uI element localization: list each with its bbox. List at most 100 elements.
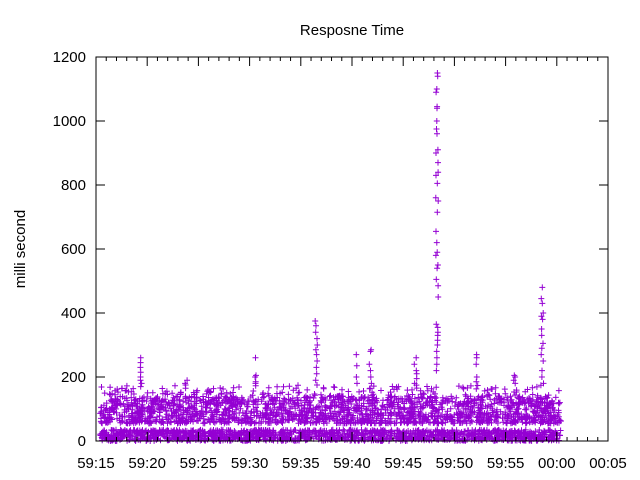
data-point [481, 387, 488, 394]
data-point [251, 412, 258, 419]
data-point [507, 408, 514, 415]
data-point [395, 430, 402, 437]
data-point [243, 408, 250, 414]
data-point [354, 417, 361, 424]
data-point [403, 392, 410, 399]
data-point [291, 399, 298, 406]
data-point [322, 407, 329, 414]
data-point [393, 413, 400, 419]
data-point [302, 435, 309, 442]
data-point [476, 419, 483, 426]
data-point [177, 391, 184, 398]
data-point [369, 392, 375, 399]
x-tick-label: 59:15 [77, 455, 115, 472]
data-point [434, 180, 441, 187]
data-point [305, 410, 312, 416]
data-point [537, 395, 544, 402]
data-point [330, 383, 337, 390]
data-point [204, 401, 211, 408]
data-point [152, 396, 159, 403]
data-point [434, 73, 441, 80]
data-point [271, 404, 278, 411]
data-point [347, 411, 354, 418]
data-point [432, 390, 438, 397]
data-point [314, 342, 321, 348]
data-point [444, 399, 451, 406]
data-point [252, 374, 259, 380]
data-point [191, 402, 198, 409]
data-point [174, 428, 181, 435]
data-point [113, 405, 120, 412]
data-point [265, 384, 272, 391]
data-point [300, 405, 307, 412]
data-point [512, 374, 519, 380]
data-point [244, 398, 251, 405]
data-point [174, 401, 181, 408]
data-point [469, 408, 476, 415]
data-point [477, 413, 484, 420]
data-point [159, 385, 166, 392]
data-point [474, 382, 481, 389]
data-point [311, 391, 318, 397]
data-point [327, 410, 334, 417]
data-point [495, 414, 502, 421]
data-point [413, 385, 420, 392]
data-point [434, 105, 440, 112]
data-point [434, 146, 441, 153]
data-point [252, 380, 259, 387]
data-point [196, 397, 203, 404]
data-point [556, 399, 563, 406]
data-point [386, 402, 393, 409]
data-point [327, 434, 334, 441]
y-tick-label: 800 [61, 177, 86, 194]
data-point [253, 404, 259, 411]
data-point [180, 404, 187, 411]
data-point [137, 377, 144, 384]
data-point [371, 400, 378, 406]
data-point [345, 434, 352, 441]
data-point [548, 401, 554, 408]
data-point [253, 435, 260, 442]
data-point [341, 415, 348, 422]
data-point [208, 397, 215, 403]
data-point [265, 401, 271, 408]
data-point [121, 406, 128, 413]
data-point [108, 414, 115, 421]
x-tick-label: 59:20 [128, 455, 166, 472]
data-point [107, 391, 114, 398]
data-point [286, 383, 293, 390]
data-point [488, 401, 495, 408]
data-point [153, 395, 160, 402]
data-point [510, 377, 517, 384]
data-point [514, 433, 521, 439]
data-point [529, 384, 536, 391]
data-point [126, 432, 133, 439]
data-point [380, 436, 387, 443]
data-point [387, 389, 394, 396]
data-point [269, 409, 276, 416]
data-point [161, 398, 167, 405]
data-point [522, 428, 529, 435]
data-point [365, 403, 372, 410]
data-point [417, 417, 424, 423]
data-point [344, 412, 351, 419]
data-point [159, 416, 166, 423]
data-point [97, 410, 104, 417]
data-point [306, 429, 313, 436]
data-point [438, 429, 445, 436]
data-point [173, 412, 180, 419]
data-point [249, 431, 256, 438]
data-point [312, 329, 319, 336]
data-point [320, 411, 327, 418]
data-point [334, 417, 341, 424]
data-point [367, 374, 374, 380]
data-point [503, 419, 510, 426]
data-point [415, 427, 422, 433]
data-point [433, 367, 440, 374]
data-point [434, 262, 441, 268]
data-point [378, 431, 385, 438]
data-point [350, 405, 357, 412]
data-point [422, 400, 429, 407]
data-point [442, 430, 448, 437]
data-point [424, 383, 430, 390]
